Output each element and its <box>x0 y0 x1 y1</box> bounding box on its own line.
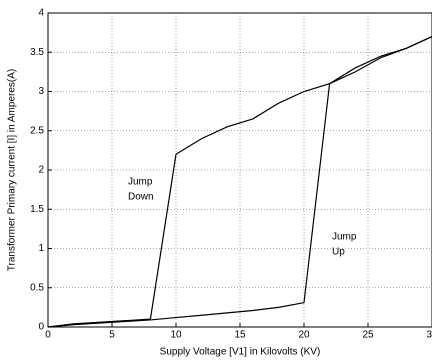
y-tick-label: 0 <box>38 322 44 333</box>
y-axis-label: Transformer Primary current [I] in Amper… <box>7 69 18 271</box>
annotation: Jump <box>332 232 357 243</box>
y-tick-label: 0.5 <box>30 282 44 293</box>
plot-frame <box>47 12 432 328</box>
x-tick-label: 0 <box>45 330 51 341</box>
y-tick-label: 1 <box>38 243 44 254</box>
x-tick-label: 25 <box>362 330 374 341</box>
x-tick-label: 30 <box>426 330 432 341</box>
data-line <box>47 36 432 328</box>
annotation: Jump <box>128 177 153 188</box>
x-tick-label: 10 <box>170 330 182 341</box>
y-tick-label: 1.5 <box>30 204 44 215</box>
x-tick-label: 20 <box>298 330 310 341</box>
annotation: Down <box>128 192 154 203</box>
x-tick-label: 5 <box>109 330 115 341</box>
x-axis-label: Supply Voltage [V1] in Kilovolts (KV) <box>160 347 321 358</box>
x-tick-label: 15 <box>234 330 246 341</box>
y-tick-label: 4 <box>38 8 44 19</box>
annotation: Up <box>332 247 345 258</box>
y-tick-label: 2.5 <box>30 125 44 136</box>
y-tick-label: 3 <box>38 86 44 97</box>
y-tick-label: 3.5 <box>30 47 44 58</box>
data-line <box>47 36 432 328</box>
y-tick-label: 2 <box>38 165 44 176</box>
